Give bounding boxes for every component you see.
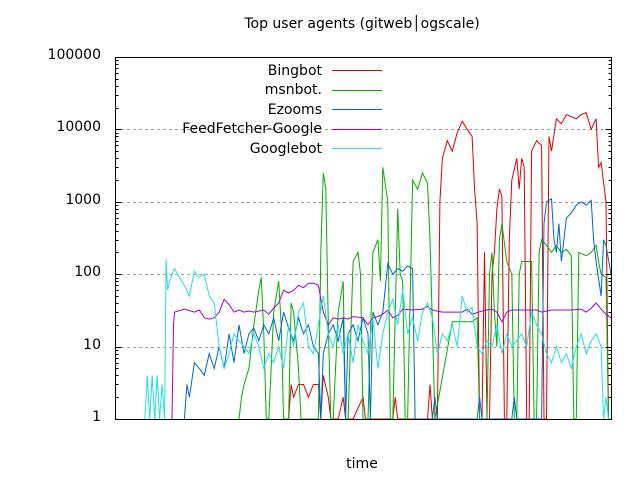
series-feedfetcher-google: [171, 282, 612, 420]
series-msnbot: [238, 167, 611, 420]
legend: Bingbot msnbot. Ezooms FeedFetcher-Googl…: [140, 61, 382, 159]
legend-item-googlebot: Googlebot: [140, 139, 382, 159]
chart-title: Top user agents (gitweb│ogscale): [244, 16, 480, 32]
y-tick-10000: 10000: [56, 119, 101, 135]
legend-label: Ezooms: [267, 101, 322, 118]
legend-item-ezooms: Ezooms: [140, 100, 382, 120]
axis-ticks: [115, 57, 612, 420]
legend-label: msnbot.: [264, 82, 322, 99]
series-bingbot: [288, 112, 611, 420]
series-googlebot: [144, 259, 611, 420]
legend-label: Bingbot: [267, 62, 322, 79]
y-tick-1000: 1000: [65, 192, 101, 208]
plot-border: [115, 57, 612, 420]
y-tick-1: 1: [92, 409, 101, 425]
legend-swatch: [332, 109, 382, 111]
legend-item-bingbot: Bingbot: [140, 61, 382, 81]
y-tick-100: 100: [74, 264, 101, 280]
y-tick-10: 10: [83, 337, 101, 353]
data-series: [144, 112, 612, 420]
legend-item-msnbot: msnbot.: [140, 81, 382, 101]
series-ezooms: [183, 197, 612, 420]
legend-swatch: [332, 89, 382, 91]
grid-lines: [115, 129, 611, 348]
y-tick-100000: 100000: [47, 47, 101, 63]
legend-swatch: [332, 148, 382, 150]
legend-item-feedfetcher-google: FeedFetcher-Google: [140, 120, 382, 140]
legend-swatch: [332, 128, 382, 130]
x-axis-label: time: [346, 456, 378, 472]
legend-label: Googlebot: [249, 140, 322, 157]
legend-label: FeedFetcher-Google: [182, 121, 322, 138]
legend-swatch: [332, 70, 382, 72]
